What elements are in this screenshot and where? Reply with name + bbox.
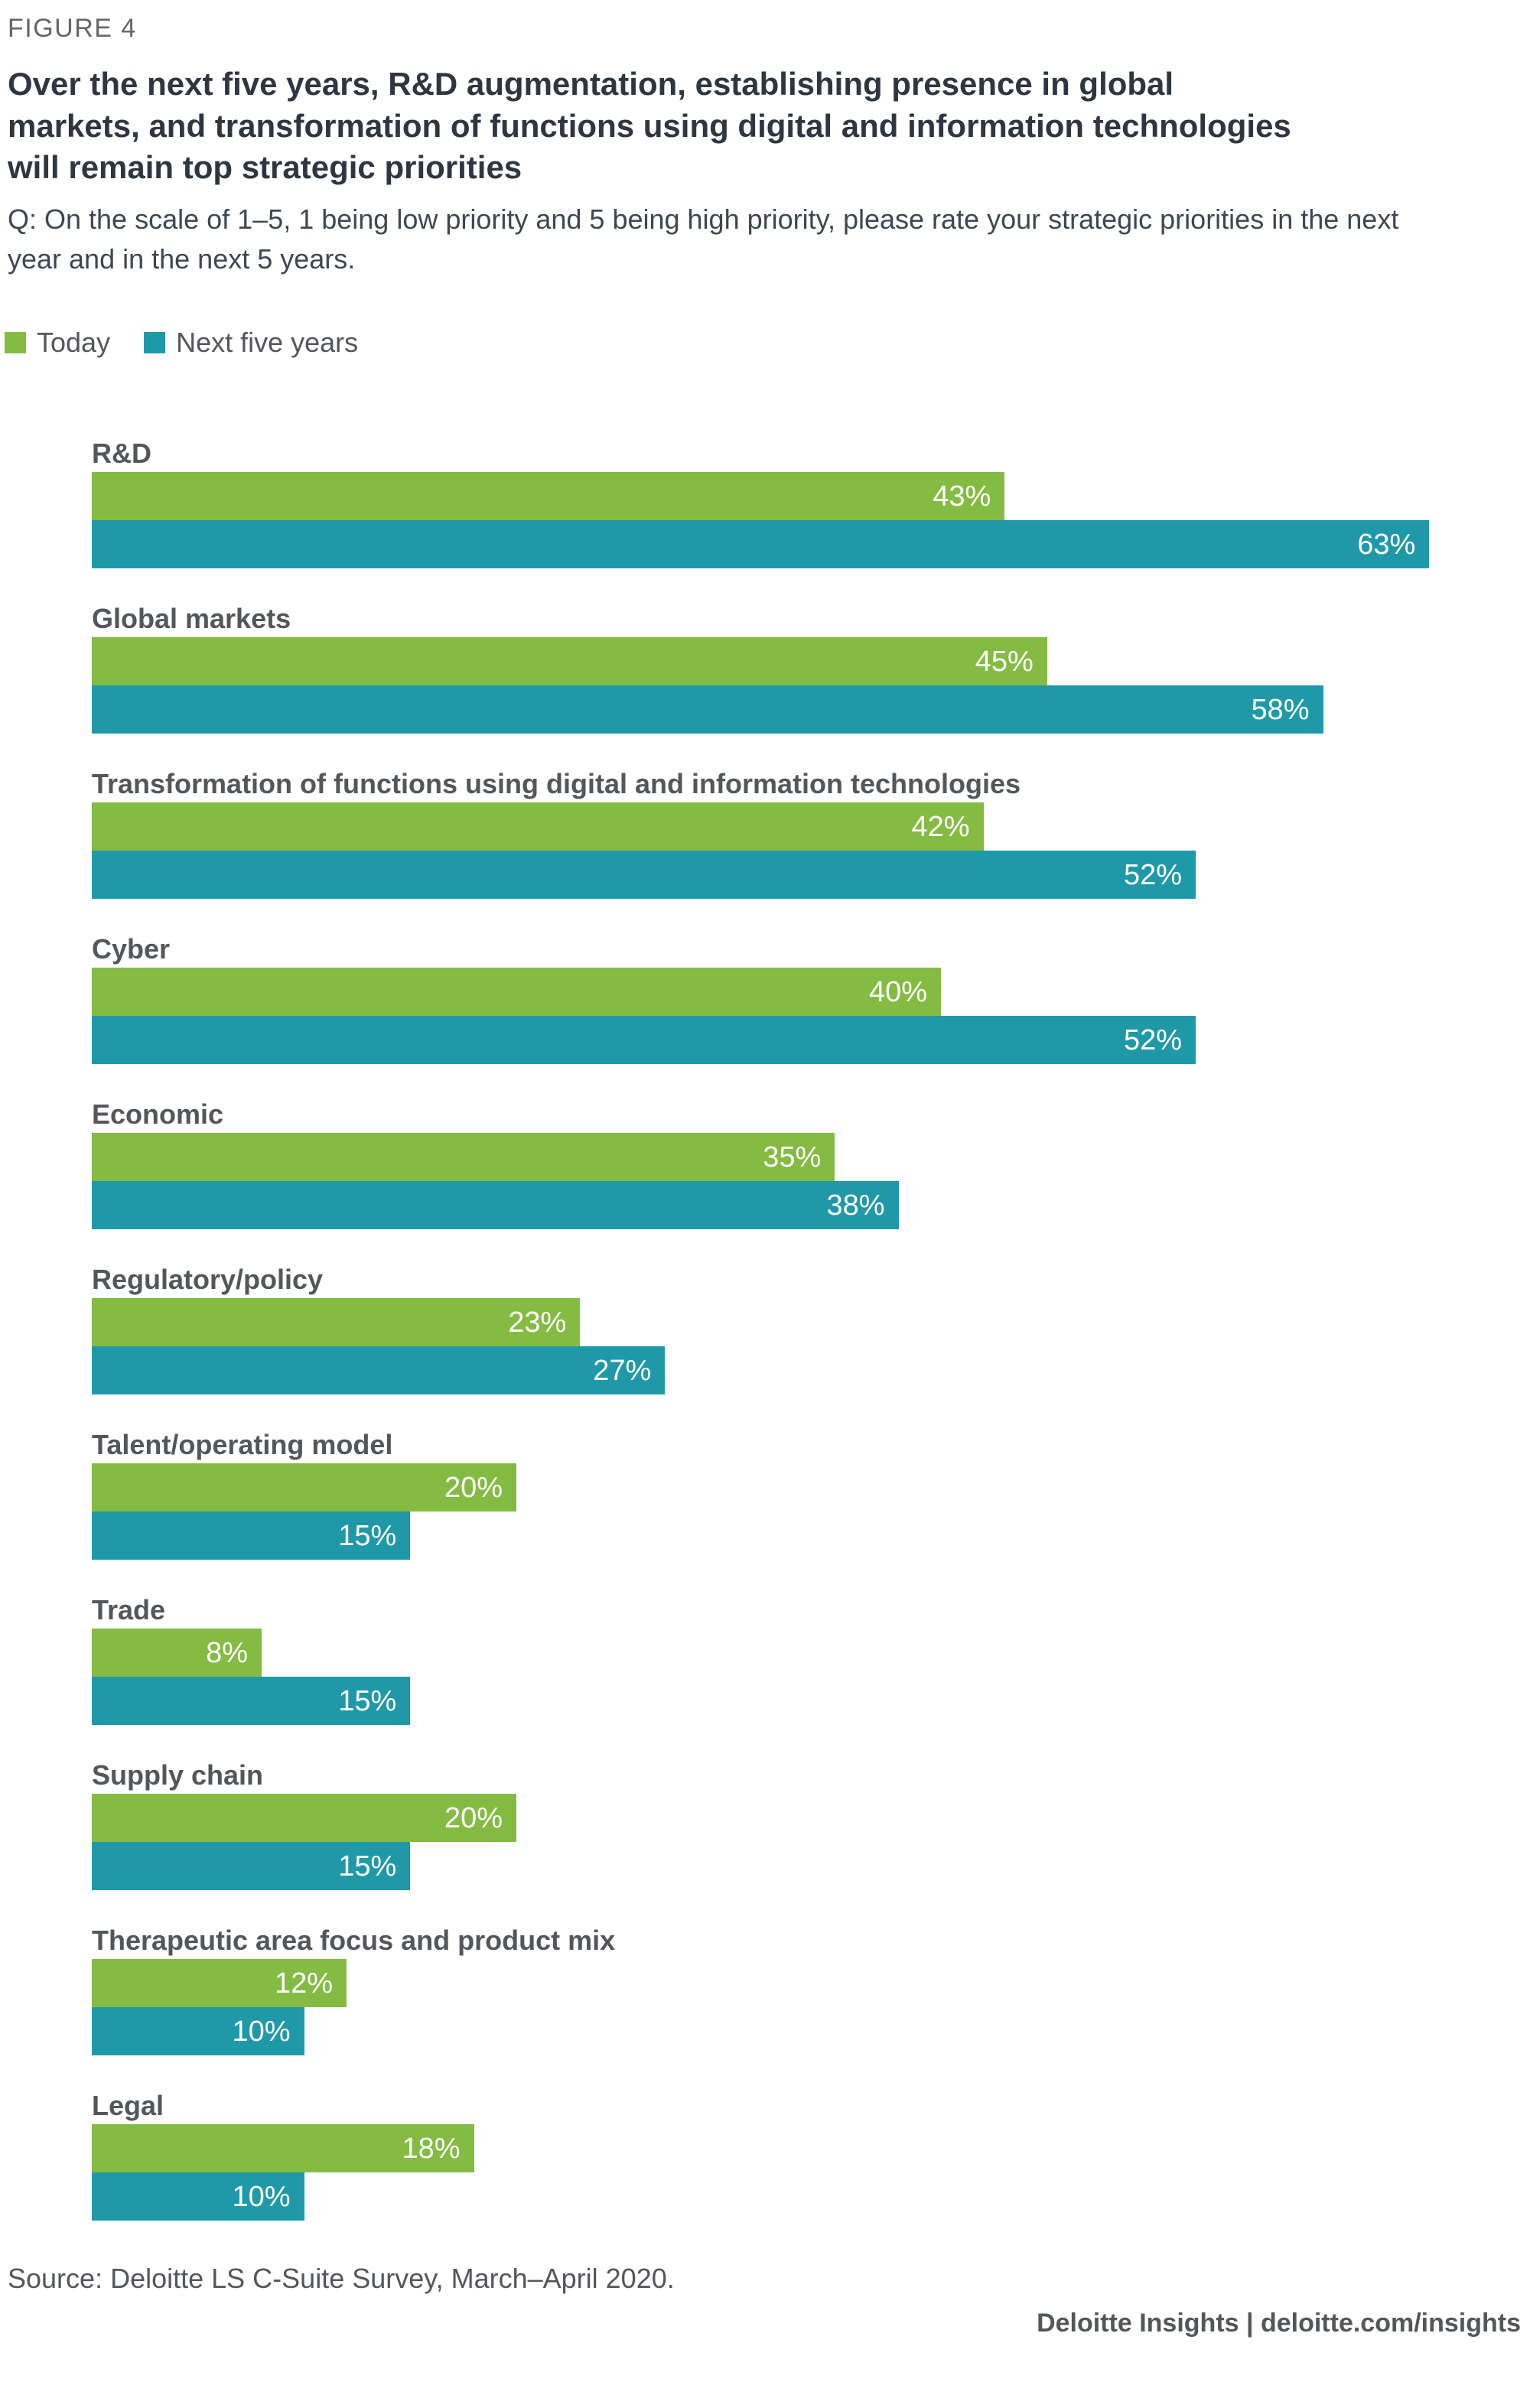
bar-today: 43% xyxy=(92,472,1005,521)
category-row: Supply chain 20% 15% xyxy=(92,1759,1484,1891)
bar-value-label: 15% xyxy=(338,1684,397,1717)
bar-today: 18% xyxy=(92,2124,474,2173)
bar-next-five-years: 52% xyxy=(92,851,1196,900)
bar-value-label: 63% xyxy=(1357,528,1416,561)
category-label: Cyber xyxy=(92,933,171,965)
category-label: Global markets xyxy=(92,603,291,635)
bar-next-five-years: 38% xyxy=(92,1181,899,1230)
category-label: Legal xyxy=(92,2090,164,2122)
category-label: R&D xyxy=(92,438,151,470)
bar-value-label: 52% xyxy=(1123,1023,1182,1056)
bar-next-five-years: 58% xyxy=(92,685,1323,734)
bar-value-label: 8% xyxy=(206,1636,248,1669)
today-swatch-icon xyxy=(5,332,26,354)
bar-value-label: 40% xyxy=(868,975,927,1008)
category-row: R&D 43% 63% xyxy=(92,438,1484,569)
bar-value-label: 20% xyxy=(444,1801,503,1834)
bar-value-label: 52% xyxy=(1123,858,1182,891)
bar-value-label: 27% xyxy=(593,1354,652,1387)
bar-value-label: 12% xyxy=(274,1967,333,2000)
bar-today: 12% xyxy=(92,1959,347,2008)
category-label: Talent/operating model xyxy=(92,1429,393,1461)
bar-value-label: 58% xyxy=(1251,693,1310,726)
bar-today: 23% xyxy=(92,1298,581,1347)
bar-value-label: 38% xyxy=(826,1189,885,1222)
bar-next-five-years: 63% xyxy=(92,520,1430,569)
category-row: Trade 8% 15% xyxy=(92,1594,1484,1726)
bar-today: 42% xyxy=(92,802,984,851)
bar-next-five-years: 10% xyxy=(92,2007,304,2056)
legend-item-today: Today xyxy=(5,327,110,359)
bar-value-label: 10% xyxy=(232,2180,291,2213)
bar-next-five-years: 15% xyxy=(92,1677,411,1726)
bar-value-label: 15% xyxy=(338,1850,397,1882)
legend: Today Next five years xyxy=(5,327,1530,359)
category-label: Trade xyxy=(92,1594,166,1626)
category-row: Regulatory/policy 23% 27% xyxy=(92,1264,1484,1395)
category-label: Economic xyxy=(92,1098,224,1131)
bar-today: 8% xyxy=(92,1629,262,1677)
category-label: Supply chain xyxy=(92,1759,264,1791)
category-row: Transformation of functions using digita… xyxy=(92,768,1484,900)
bar-next-five-years: 10% xyxy=(92,2172,304,2221)
bar-today: 45% xyxy=(92,637,1047,686)
bar-today: 20% xyxy=(92,1463,516,1512)
category-label: Regulatory/policy xyxy=(92,1264,324,1296)
footer-branding: Deloitte Insights | deloitte.com/insight… xyxy=(1037,2309,1521,2338)
bar-today: 35% xyxy=(92,1133,835,1182)
bar-today: 20% xyxy=(92,1794,516,1843)
category-row: Talent/operating model 20% 15% xyxy=(92,1430,1484,1560)
bar-value-label: 15% xyxy=(338,1519,397,1552)
bar-value-label: 20% xyxy=(444,1471,503,1504)
category-row: Therapeutic area focus and product mix 12… xyxy=(92,1925,1484,2056)
chart-question: Q: On the scale of 1–5, 1 being low prio… xyxy=(8,203,1399,275)
bar-value-label: 18% xyxy=(402,2132,461,2165)
bar-value-label: 35% xyxy=(763,1141,822,1173)
bar-value-label: 45% xyxy=(975,645,1034,678)
legend-item-next-five-years: Next five years xyxy=(144,327,358,359)
bar-next-five-years: 15% xyxy=(92,1512,411,1560)
chart-title: Over the next five years, R&D augmentati… xyxy=(8,66,1291,186)
bar-value-label: 42% xyxy=(911,810,970,843)
bar-chart: R&D 43% 63% Global markets 45% 58% Transformat… xyxy=(92,438,1484,2221)
bar-next-five-years: 27% xyxy=(92,1346,666,1395)
category-row: Economic 35% 38% xyxy=(92,1098,1484,1230)
legend-label-today: Today xyxy=(37,327,111,359)
figure-page: FIGURE 4 Over the next five years, R&D a… xyxy=(5,14,1530,2221)
category-label: Therapeutic area focus and product mix xyxy=(92,1925,616,1957)
bar-next-five-years: 15% xyxy=(92,1842,411,1891)
bar-value-label: 43% xyxy=(933,480,991,513)
legend-label-next-five-years: Next five years xyxy=(176,327,359,359)
source-note: Source: Deloitte LS C-Suite Survey, Marc… xyxy=(8,2263,675,2294)
bar-value-label: 10% xyxy=(232,2015,291,2048)
bar-next-five-years: 52% xyxy=(92,1016,1196,1065)
bar-today: 40% xyxy=(92,968,941,1017)
figure-label: FIGURE 4 xyxy=(8,14,137,43)
category-row: Cyber 40% 52% xyxy=(92,933,1484,1065)
bar-value-label: 23% xyxy=(508,1306,567,1339)
category-row: Legal 18% 10% xyxy=(92,2091,1484,2221)
category-row: Global markets 45% 58% xyxy=(92,604,1484,734)
next-five-years-swatch-icon xyxy=(144,332,166,354)
category-label: Transformation of functions using digita… xyxy=(92,768,1021,800)
